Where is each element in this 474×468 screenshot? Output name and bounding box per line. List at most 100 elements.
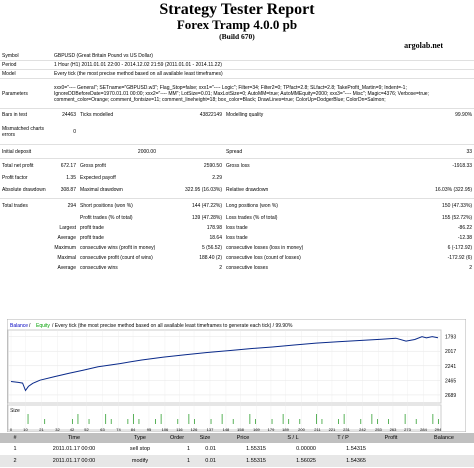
stat-value: 150 (47.33%) <box>386 198 474 213</box>
x-tick-label: 116 <box>176 427 183 432</box>
order-row: 1 2011.01.17 00:00 sell stop 1 0.01 1.55315 0.… <box>0 443 474 455</box>
x-tick-label: 179 <box>268 427 275 432</box>
stat-label: Maximum <box>54 244 76 251</box>
order-cell <box>368 455 414 467</box>
orders-header-cell[interactable]: # <box>0 433 30 443</box>
volume-bar <box>105 414 107 424</box>
stat-label: consecutive losses (loss in money) <box>226 244 304 251</box>
stat-value: 1.35 <box>66 174 76 181</box>
volume-bar <box>177 419 179 424</box>
stat-label: Modelling quality <box>224 108 304 121</box>
order-cell: 1.54315 <box>346 446 366 452</box>
y-tick-label: 2017 <box>445 349 456 355</box>
info-label: Parameters <box>0 78 52 109</box>
volume-bar <box>415 419 417 424</box>
orders-header-cell[interactable]: Order <box>162 433 192 443</box>
stat-value: 139 (47.28%) <box>191 214 222 221</box>
volume-bar <box>188 414 190 424</box>
y-tick-label: 2689 <box>445 393 456 399</box>
orders-header-cell[interactable]: Price <box>218 433 268 443</box>
y-tick-label: 1793 <box>445 335 456 341</box>
orders-header-cell[interactable]: S / L <box>268 433 318 443</box>
volume-bar <box>371 414 373 424</box>
x-tick-label: 221 <box>329 427 336 432</box>
volume-bar <box>249 414 251 424</box>
order-cell: 1 <box>186 446 190 452</box>
stat-value: 0 <box>73 129 76 136</box>
stat-label: Total net profit <box>0 158 52 173</box>
volume-bar <box>255 419 256 424</box>
balance-line <box>10 336 439 392</box>
x-tick-label: 74 <box>116 427 121 432</box>
stat-label: Maximal drawdown <box>80 187 123 194</box>
build-number: (Build 670) <box>219 32 255 41</box>
stat-label: Short positions (won %) <box>78 198 158 213</box>
stat-label: Gross profit <box>78 158 158 173</box>
stat-label: Initial deposit <box>0 144 52 159</box>
orders-header-cell[interactable]: T / P <box>318 433 368 443</box>
stat-label: Profit factor <box>2 174 28 181</box>
stat-label: Long positions (won %) <box>224 198 304 213</box>
info-row-parameters: Parameters xxx0="---- General"; SETname=… <box>0 78 474 109</box>
x-tick-label: 106 <box>162 427 169 432</box>
volume-bar <box>404 414 406 424</box>
stat-value: 308.87 <box>60 187 76 194</box>
stat-label: Largest <box>59 224 76 231</box>
orders-header-cell[interactable]: Type <box>118 433 162 443</box>
volume-bar <box>299 419 301 424</box>
x-tick-label: 95 <box>147 427 152 432</box>
stat-label: loss trade <box>226 234 248 241</box>
stat-value: 188.40 (2) <box>199 254 222 261</box>
volume-bar <box>388 419 389 424</box>
info-row-period: Period 1 Hour (H1) 2011.01.01 22:00 - 20… <box>0 60 474 70</box>
stat-value: 2 <box>469 264 473 271</box>
x-tick-label: 200 <box>298 427 305 432</box>
volume-bar <box>160 414 162 424</box>
x-tick-label: 158 <box>237 427 244 432</box>
stat-label: Bars in test <box>0 108 52 121</box>
info-value: GBPUSD (Great Britain Pound vs US Dollar… <box>54 53 153 59</box>
volume-bar <box>316 414 317 424</box>
x-tick-label: 169 <box>253 427 260 432</box>
stat-label: consecutive wins <box>80 264 118 271</box>
orders-header-cell[interactable]: Balance <box>414 433 474 443</box>
stat-value: 2000.00 <box>52 144 158 159</box>
x-tick-label: 32 <box>55 427 60 432</box>
volume-bar <box>133 414 134 424</box>
stat-label: consecutive loss (count of losses) <box>226 254 301 261</box>
summary-table: Symbol GBPUSD (Great Britain Pound vs US… <box>0 52 474 273</box>
stat-value: 43822149 <box>158 108 224 121</box>
x-tick-label: 137 <box>207 427 214 432</box>
info-value: 1 Hour (H1) 2011.01.01 22:00 - 2014.12.0… <box>52 60 474 70</box>
order-row: 2 2011.01.17 00:00 modify 1 0.01 1.55315 1.560… <box>0 455 474 467</box>
order-cell: sell stop <box>129 446 151 452</box>
chart-lines <box>10 336 439 392</box>
expert-name: Forex Tramp 4.0.0 pb <box>176 17 298 32</box>
stat-label: profit trade <box>80 234 104 241</box>
stat-value: -1918.33 <box>386 158 474 173</box>
order-cell: 2011.01.17 00:00 <box>30 455 118 467</box>
info-label: Model <box>0 69 52 79</box>
x-tick-label: 63 <box>100 427 105 432</box>
info-label: Symbol <box>2 53 19 59</box>
volume-bar <box>343 414 345 424</box>
volume-bars <box>27 414 439 424</box>
order-cell: modify <box>118 455 162 467</box>
orders-header-cell[interactable]: Size <box>192 433 218 443</box>
stat-value: -12.38 <box>457 234 473 241</box>
stat-label: consecutive losses <box>226 264 268 271</box>
order-cell: 0.00000 <box>296 446 316 452</box>
size-label: Size <box>10 408 20 414</box>
volume-bar <box>377 419 378 424</box>
stat-label: consecutive profit (count of wins) <box>80 254 153 261</box>
volume-bar <box>360 419 362 424</box>
stat-value: 672.17 <box>52 158 78 173</box>
balance-chart: Balance / Equity / Every tick (the most … <box>7 319 466 432</box>
orders-header-cell[interactable]: Profit <box>368 433 414 443</box>
orders-header-cell[interactable]: Time <box>30 433 118 443</box>
x-tick-label: 10 <box>23 427 28 432</box>
order-cell <box>414 455 474 467</box>
volume-bar <box>282 414 284 424</box>
stat-label: Profit trades (% of total) <box>80 214 133 221</box>
